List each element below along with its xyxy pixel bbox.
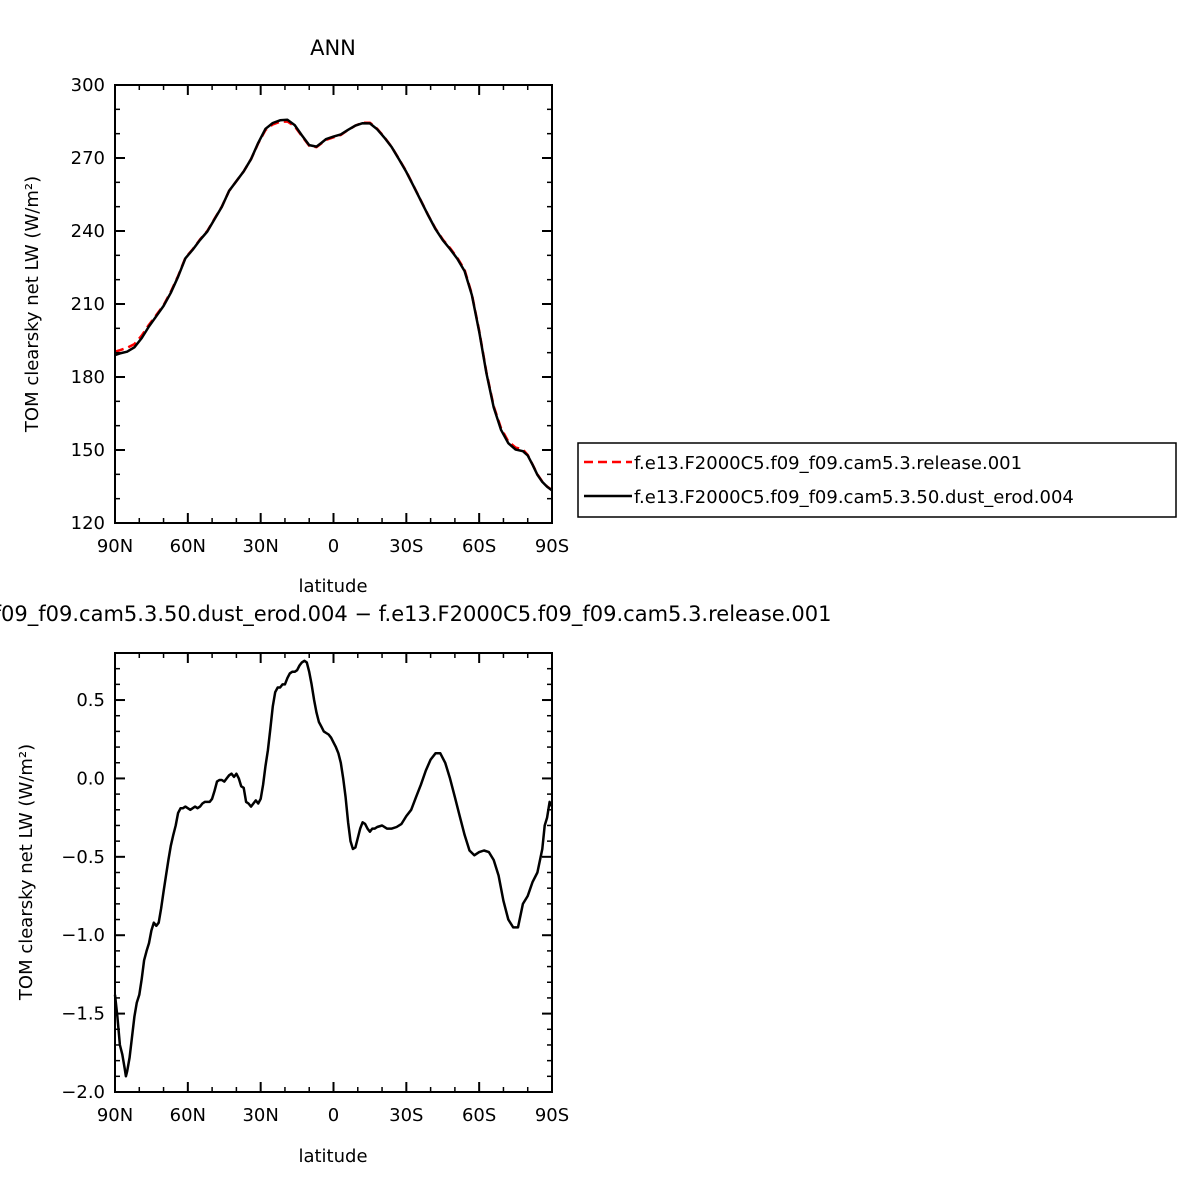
bottom-y-tick-label: −1.0 bbox=[61, 925, 105, 946]
top-y-axis-label: TOM clearsky net LW (W/m²) bbox=[22, 176, 43, 433]
top-series-line-0 bbox=[114, 120, 553, 492]
bottom-plot-frame bbox=[114, 652, 553, 1093]
bottom-y-tick-label: 0.0 bbox=[76, 768, 105, 789]
legend-label-release: f.e13.F2000C5.f09_f09.cam5.3.release.001 bbox=[634, 453, 1022, 474]
top-y-tick-label: 240 bbox=[71, 221, 105, 242]
top-panel: ANN 90N 60N 30N 0 30S 60S 90S 120 150 180 210 240 27… bbox=[22, 36, 569, 597]
top-y-tick-label: 210 bbox=[71, 294, 105, 315]
top-y-tick-label: 300 bbox=[71, 75, 105, 96]
top-y-tick-label: 150 bbox=[71, 440, 105, 461]
bottom-x-tick-label: 30N bbox=[242, 1105, 278, 1126]
top-x-axis-label: latitude bbox=[298, 576, 367, 597]
top-y-tick-label: 120 bbox=[71, 513, 105, 534]
legend-box bbox=[577, 442, 1177, 518]
top-y-tick-label: 180 bbox=[71, 367, 105, 388]
top-x-tick-label: 30S bbox=[389, 536, 423, 557]
bottom-x-tick-label: 0 bbox=[328, 1105, 339, 1126]
top-axis-ticks: 90N 60N 30N 0 30S 60S 90S 120 150 180 210 240 270 300 bbox=[71, 75, 570, 557]
top-x-tick-label: 60S bbox=[462, 536, 496, 557]
bottom-x-tick-label: 90S bbox=[535, 1105, 569, 1126]
bottom-panel: f.e13.F2000C5.f09_f09.cam5.3.50.dust_ero… bbox=[0, 602, 831, 1167]
bottom-x-axis-label: latitude bbox=[298, 1146, 367, 1167]
top-x-tick-label: 0 bbox=[328, 536, 339, 557]
top-x-tick-label: 90S bbox=[535, 536, 569, 557]
bottom-y-tick-label: −1.5 bbox=[61, 1004, 105, 1025]
legend: f.e13.F2000C5.f09_f09.cam5.3.release.001… bbox=[577, 442, 1177, 518]
bottom-y-axis-label: TOM clearsky net LW (W/m²) bbox=[16, 744, 37, 1001]
top-series-line-1 bbox=[114, 118, 553, 492]
bottom-plot-lines bbox=[113, 659, 554, 1078]
top-x-tick-label: 60N bbox=[170, 536, 206, 557]
top-x-tick-label: 90N bbox=[97, 536, 133, 557]
bottom-series-line-0 bbox=[113, 659, 554, 1078]
top-x-tick-label: 30N bbox=[242, 536, 278, 557]
bottom-y-tick-label: −2.0 bbox=[61, 1082, 105, 1103]
bottom-x-tick-label: 60N bbox=[170, 1105, 206, 1126]
bottom-y-tick-label: −0.5 bbox=[61, 847, 105, 868]
bottom-x-tick-label: 90N bbox=[97, 1105, 133, 1126]
top-chart-title: ANN bbox=[310, 36, 356, 60]
legend-label-dust: f.e13.F2000C5.f09_f09.cam5.3.50.dust_ero… bbox=[634, 487, 1074, 508]
top-plot-lines bbox=[114, 118, 553, 492]
top-plot-frame bbox=[114, 84, 553, 524]
top-y-tick-label: 270 bbox=[71, 148, 105, 169]
bottom-chart-title: f.e13.F2000C5.f09_f09.cam5.3.50.dust_ero… bbox=[0, 602, 831, 627]
bottom-axis-ticks: 90N 60N 30N 0 30S 60S 90S −2.0 −1.5 −1.0 −0.5 0.0 0.… bbox=[61, 652, 569, 1126]
bottom-x-tick-label: 60S bbox=[462, 1105, 496, 1126]
bottom-y-tick-label: 0.5 bbox=[76, 690, 105, 711]
bottom-x-tick-label: 30S bbox=[389, 1105, 423, 1126]
